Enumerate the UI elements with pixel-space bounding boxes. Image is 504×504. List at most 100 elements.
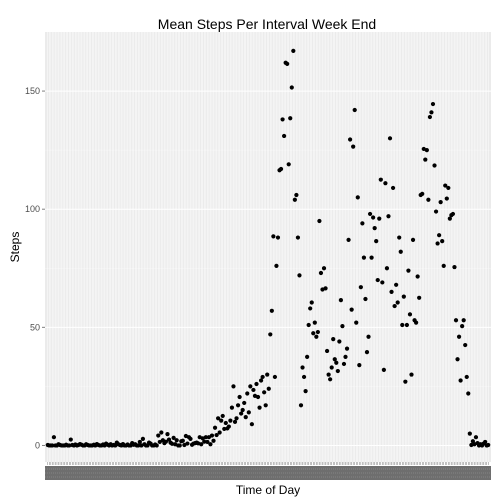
data-point — [159, 430, 164, 435]
data-point — [427, 114, 433, 120]
data-point — [208, 442, 213, 447]
y-tick-label: 100 — [25, 204, 40, 214]
data-point — [374, 238, 379, 244]
y-axis-label: Steps — [8, 232, 22, 263]
data-point — [297, 273, 302, 278]
data-point — [165, 432, 170, 437]
data-point — [308, 306, 313, 311]
data-point — [447, 216, 452, 221]
data-point — [278, 166, 284, 172]
data-point — [202, 439, 207, 444]
data-point — [358, 285, 363, 290]
data-point — [262, 390, 267, 395]
data-point — [360, 221, 365, 226]
y-tick-label: 50 — [30, 322, 40, 332]
data-point — [216, 416, 221, 421]
data-point — [50, 443, 55, 448]
data-point — [289, 85, 294, 90]
data-point — [443, 183, 448, 188]
data-point — [369, 255, 374, 260]
data-point — [392, 303, 397, 309]
data-point — [188, 436, 193, 441]
data-point — [136, 443, 141, 448]
data-point — [229, 405, 235, 410]
data-point — [326, 372, 331, 377]
data-point — [415, 274, 420, 279]
data-point — [206, 435, 212, 440]
data-point — [433, 209, 439, 214]
data-point — [344, 346, 350, 351]
data-point — [417, 295, 422, 300]
data-point — [377, 216, 382, 221]
data-point — [269, 308, 274, 313]
data-point — [423, 157, 428, 162]
data-point — [426, 197, 431, 202]
data-point — [338, 298, 343, 303]
data-point — [430, 101, 436, 107]
data-point — [169, 441, 175, 446]
data-point — [441, 263, 446, 269]
data-point — [378, 177, 383, 182]
data-point — [255, 394, 261, 400]
data-point — [171, 435, 176, 441]
data-point — [437, 233, 442, 238]
data-point — [226, 424, 231, 429]
x-axis-ticks — [45, 462, 491, 480]
data-point — [463, 342, 468, 348]
y-tick-label: 0 — [35, 440, 40, 450]
data-point — [220, 413, 225, 419]
data-point — [389, 289, 394, 294]
data-point — [185, 441, 190, 446]
y-tick-label: 150 — [25, 86, 40, 96]
data-point — [429, 110, 434, 115]
data-point — [295, 235, 301, 240]
data-point — [486, 442, 491, 448]
data-point — [323, 286, 328, 291]
data-point — [232, 419, 238, 424]
data-point — [404, 322, 409, 328]
data-point — [292, 197, 297, 202]
data-point — [352, 107, 357, 113]
minor-gridlines — [45, 149, 491, 387]
data-point — [450, 211, 456, 217]
data-point — [211, 438, 216, 443]
data-point — [361, 255, 367, 260]
data-point — [440, 238, 445, 244]
data-point — [68, 437, 73, 442]
data-point — [245, 391, 250, 396]
data-point — [231, 384, 236, 389]
data-point — [435, 241, 440, 246]
data-point — [291, 48, 296, 54]
data-point — [303, 389, 308, 394]
data-point — [460, 324, 465, 329]
data-point — [340, 324, 345, 329]
data-point — [298, 403, 304, 408]
data-point — [240, 407, 245, 413]
data-point — [272, 374, 278, 380]
data-point — [309, 300, 314, 305]
data-point — [383, 181, 388, 186]
data-point — [282, 133, 287, 139]
data-point — [363, 296, 368, 302]
data-point — [177, 443, 182, 448]
data-point — [205, 439, 210, 445]
data-point — [400, 322, 405, 328]
data-point — [260, 374, 265, 380]
data-point — [222, 426, 227, 432]
data-point — [321, 266, 327, 271]
data-point — [312, 320, 317, 325]
data-point — [163, 439, 169, 444]
data-point — [366, 334, 371, 339]
data-point — [406, 268, 411, 273]
data-point — [403, 379, 408, 384]
data-point — [467, 431, 472, 436]
data-point — [249, 422, 254, 427]
data-point — [271, 234, 276, 239]
major-gridlines — [45, 32, 491, 462]
chart-title: Mean Steps Per Interval Week End — [158, 16, 376, 32]
data-point — [257, 405, 262, 410]
data-point — [251, 387, 256, 393]
data-point — [394, 282, 399, 287]
data-point — [455, 357, 460, 362]
data-point — [346, 237, 351, 243]
